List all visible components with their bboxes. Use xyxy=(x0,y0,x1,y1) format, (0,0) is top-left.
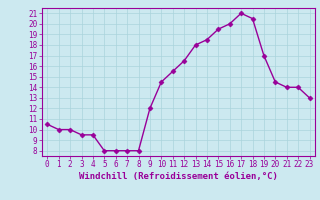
X-axis label: Windchill (Refroidissement éolien,°C): Windchill (Refroidissement éolien,°C) xyxy=(79,172,278,181)
